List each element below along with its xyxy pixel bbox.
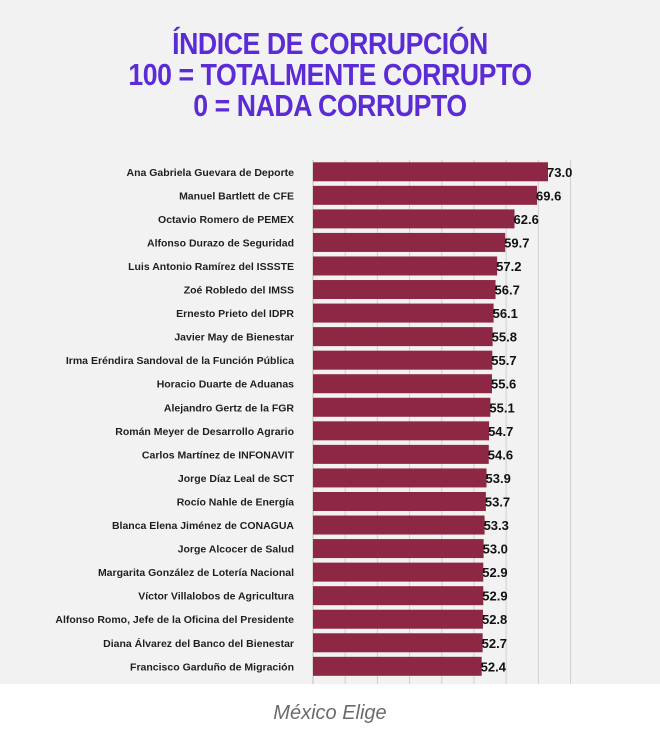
value-label: 52.8 — [482, 612, 507, 627]
bar — [313, 656, 482, 676]
bar — [313, 303, 494, 323]
bar — [313, 468, 487, 488]
title-line-1: ÍNDICE DE CORRUPCIÓN — [172, 26, 488, 61]
chart-title: ÍNDICE DE CORRUPCIÓN 100 = TOTALMENTE CO… — [46, 28, 614, 121]
category-label: Manuel Bartlett de CFE — [179, 190, 294, 202]
category-label: Ana Gabriela Guevara de Deporte — [127, 167, 295, 179]
bar — [313, 562, 484, 582]
category-label: Octavio Romero de PEMEX — [158, 214, 294, 226]
value-label: 53.7 — [485, 494, 510, 509]
value-label: 52.9 — [482, 565, 507, 580]
bar — [313, 327, 493, 347]
bar — [313, 421, 490, 441]
bar — [313, 609, 483, 629]
bar — [313, 280, 496, 300]
value-label: 57.2 — [496, 259, 521, 274]
title-line-3: 0 = NADA CORRUPTO — [193, 88, 467, 123]
value-label: 54.7 — [488, 424, 513, 439]
bar — [313, 374, 492, 394]
category-label: Margarita González de Lotería Nacional — [98, 567, 294, 579]
category-label: Javier May de Bienestar — [174, 332, 294, 344]
bar-chart: Ana Gabriela Guevara de Deporte 73.0 Manue… — [55, 160, 572, 684]
value-label: 55.6 — [491, 377, 516, 392]
value-label: 52.4 — [481, 659, 507, 674]
category-label: Francisco Garduño de Migración — [130, 661, 294, 673]
value-label: 56.1 — [493, 306, 518, 321]
category-label: Luis Antonio Ramírez del ISSSTE — [128, 261, 294, 273]
value-label: 52.7 — [482, 636, 507, 651]
category-label: Jorge Alcocer de Salud — [178, 544, 294, 556]
bar — [313, 444, 489, 464]
category-label: Horacio Duarte de Aduanas — [157, 379, 294, 391]
bar — [313, 209, 515, 229]
category-label: Alejandro Gertz de la FGR — [164, 402, 295, 414]
value-label: 54.6 — [488, 447, 513, 462]
category-label: Jorge Díaz Leal de SCT — [178, 473, 295, 485]
value-label: 55.8 — [492, 330, 517, 345]
bar — [313, 350, 493, 370]
category-label: Román Meyer de Desarrollo Agrario — [115, 426, 294, 438]
value-label: 55.1 — [489, 400, 514, 415]
bar — [313, 185, 538, 205]
bar — [313, 633, 483, 653]
value-label: 62.6 — [514, 212, 539, 227]
category-label: Ernesto Prieto del IDPR — [176, 308, 294, 320]
value-label: 73.0 — [547, 165, 572, 180]
value-label: 53.9 — [486, 471, 511, 486]
category-label: Carlos Martínez de INFONAVIT — [142, 449, 295, 461]
value-label: 55.7 — [491, 353, 516, 368]
value-label: 53.3 — [484, 518, 509, 533]
category-label: Alfonso Durazo de Seguridad — [147, 237, 294, 249]
category-label: Zoé Robledo del IMSS — [184, 285, 294, 297]
bar — [313, 397, 491, 417]
bar — [313, 586, 484, 606]
bar — [313, 232, 506, 252]
bar — [313, 162, 548, 182]
image-caption: México Elige — [273, 702, 387, 724]
category-label: Alfonso Romo, Jefe de la Oficina del Pre… — [55, 614, 294, 626]
category-label: Rocío Nahle de Energía — [177, 496, 294, 508]
value-label: 53.0 — [483, 542, 508, 557]
value-label: 69.6 — [536, 188, 561, 203]
value-label: 52.9 — [482, 589, 507, 604]
bar — [313, 491, 486, 511]
bar — [313, 515, 485, 535]
title-line-2: 100 = TOTALMENTE CORRUPTO — [128, 57, 532, 92]
category-label: Blanca Elena Jiménez de CONAGUA — [112, 520, 294, 532]
category-label: Irma Eréndira Sandoval de la Función Púb… — [66, 355, 294, 367]
value-label: 59.7 — [504, 235, 529, 250]
corruption-index-infographic: ÍNDICE DE CORRUPCIÓN 100 = TOTALMENTE CO… — [0, 0, 660, 684]
category-label: Diana Álvarez del Banco del Bienestar — [103, 637, 294, 650]
bar — [313, 256, 498, 276]
bar — [313, 539, 484, 559]
value-label: 56.7 — [495, 283, 520, 298]
category-label: Víctor Villalobos de Agricultura — [138, 591, 294, 603]
